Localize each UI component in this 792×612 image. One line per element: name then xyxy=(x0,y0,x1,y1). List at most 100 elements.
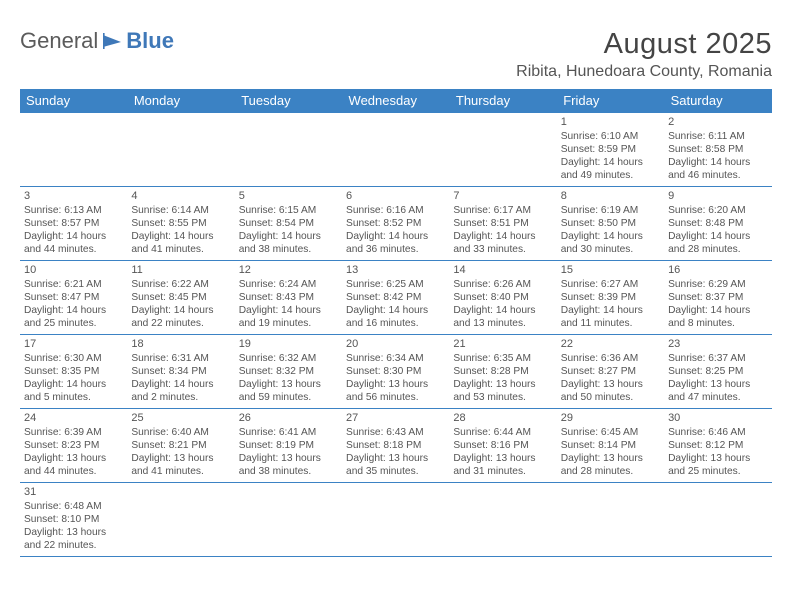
sunset-line: Sunset: 8:25 PM xyxy=(668,365,767,378)
sunrise-line: Sunrise: 6:21 AM xyxy=(24,278,123,291)
day-header: Tuesday xyxy=(235,89,342,113)
daylight-line: Daylight: 14 hours and 5 minutes. xyxy=(24,378,123,404)
day-header-row: SundayMondayTuesdayWednesdayThursdayFrid… xyxy=(20,89,772,113)
daylight-line: Daylight: 14 hours and 33 minutes. xyxy=(453,230,552,256)
day-header: Friday xyxy=(557,89,664,113)
sunset-line: Sunset: 8:14 PM xyxy=(561,439,660,452)
calendar-week-row: 17Sunrise: 6:30 AMSunset: 8:35 PMDayligh… xyxy=(20,335,772,409)
sunrise-line: Sunrise: 6:16 AM xyxy=(346,204,445,217)
sunrise-line: Sunrise: 6:36 AM xyxy=(561,352,660,365)
calendar-cell: 24Sunrise: 6:39 AMSunset: 8:23 PMDayligh… xyxy=(20,409,127,483)
sunset-line: Sunset: 8:18 PM xyxy=(346,439,445,452)
sunset-line: Sunset: 8:43 PM xyxy=(239,291,338,304)
sunrise-line: Sunrise: 6:22 AM xyxy=(131,278,230,291)
day-number: 22 xyxy=(561,337,660,351)
sunset-line: Sunset: 8:32 PM xyxy=(239,365,338,378)
daylight-line: Daylight: 14 hours and 2 minutes. xyxy=(131,378,230,404)
page-header: General Blue August 2025 Ribita, Hunedoa… xyxy=(20,28,772,81)
sunset-line: Sunset: 8:28 PM xyxy=(453,365,552,378)
sunrise-line: Sunrise: 6:13 AM xyxy=(24,204,123,217)
sunset-line: Sunset: 8:12 PM xyxy=(668,439,767,452)
sunrise-line: Sunrise: 6:48 AM xyxy=(24,500,123,513)
sunset-line: Sunset: 8:59 PM xyxy=(561,143,660,156)
day-number: 27 xyxy=(346,411,445,425)
day-number: 14 xyxy=(453,263,552,277)
day-number: 23 xyxy=(668,337,767,351)
sunrise-line: Sunrise: 6:10 AM xyxy=(561,130,660,143)
day-number: 30 xyxy=(668,411,767,425)
sunrise-line: Sunrise: 6:17 AM xyxy=(453,204,552,217)
day-number: 19 xyxy=(239,337,338,351)
sunset-line: Sunset: 8:39 PM xyxy=(561,291,660,304)
day-number: 1 xyxy=(561,115,660,129)
day-number: 25 xyxy=(131,411,230,425)
day-header: Saturday xyxy=(664,89,771,113)
day-number: 20 xyxy=(346,337,445,351)
sunrise-line: Sunrise: 6:31 AM xyxy=(131,352,230,365)
sunrise-line: Sunrise: 6:19 AM xyxy=(561,204,660,217)
sunrise-line: Sunrise: 6:46 AM xyxy=(668,426,767,439)
sunset-line: Sunset: 8:27 PM xyxy=(561,365,660,378)
sunset-line: Sunset: 8:42 PM xyxy=(346,291,445,304)
day-header: Thursday xyxy=(449,89,556,113)
location-text: Ribita, Hunedoara County, Romania xyxy=(516,63,772,81)
daylight-line: Daylight: 13 hours and 44 minutes. xyxy=(24,452,123,478)
daylight-line: Daylight: 14 hours and 25 minutes. xyxy=(24,304,123,330)
calendar-cell: 5Sunrise: 6:15 AMSunset: 8:54 PMDaylight… xyxy=(235,187,342,261)
sunrise-line: Sunrise: 6:25 AM xyxy=(346,278,445,291)
daylight-line: Daylight: 13 hours and 31 minutes. xyxy=(453,452,552,478)
calendar-cell: 20Sunrise: 6:34 AMSunset: 8:30 PMDayligh… xyxy=(342,335,449,409)
logo: General Blue xyxy=(20,28,174,54)
day-number: 15 xyxy=(561,263,660,277)
calendar-cell xyxy=(235,483,342,557)
day-number: 5 xyxy=(239,189,338,203)
sunset-line: Sunset: 8:50 PM xyxy=(561,217,660,230)
calendar-week-row: 31Sunrise: 6:48 AMSunset: 8:10 PMDayligh… xyxy=(20,483,772,557)
sunset-line: Sunset: 8:52 PM xyxy=(346,217,445,230)
sunrise-line: Sunrise: 6:35 AM xyxy=(453,352,552,365)
sunset-line: Sunset: 8:58 PM xyxy=(668,143,767,156)
daylight-line: Daylight: 13 hours and 47 minutes. xyxy=(668,378,767,404)
calendar-cell: 4Sunrise: 6:14 AMSunset: 8:55 PMDaylight… xyxy=(127,187,234,261)
logo-text-second: Blue xyxy=(126,28,174,54)
calendar-cell xyxy=(664,483,771,557)
calendar-cell xyxy=(127,483,234,557)
day-number: 17 xyxy=(24,337,123,351)
calendar-cell: 1Sunrise: 6:10 AMSunset: 8:59 PMDaylight… xyxy=(557,113,664,187)
sunrise-line: Sunrise: 6:34 AM xyxy=(346,352,445,365)
month-title: August 2025 xyxy=(516,28,772,61)
calendar-body: 1Sunrise: 6:10 AMSunset: 8:59 PM Daylight… xyxy=(20,113,772,557)
calendar-week-row: 24Sunrise: 6:39 AMSunset: 8:23 PMDayligh… xyxy=(20,409,772,483)
calendar-week-row: 10Sunrise: 6:21 AMSunset: 8:47 PMDayligh… xyxy=(20,261,772,335)
sunset-line: Sunset: 8:37 PM xyxy=(668,291,767,304)
sunset-line: Sunset: 8:34 PM xyxy=(131,365,230,378)
calendar-cell: 14Sunrise: 6:26 AMSunset: 8:40 PMDayligh… xyxy=(449,261,556,335)
sunset-line: Sunset: 8:47 PM xyxy=(24,291,123,304)
daylight-line: Daylight: 13 hours and 59 minutes. xyxy=(239,378,338,404)
day-number: 12 xyxy=(239,263,338,277)
calendar-cell: 18Sunrise: 6:31 AMSunset: 8:34 PMDayligh… xyxy=(127,335,234,409)
sunrise-line: Sunrise: 6:41 AM xyxy=(239,426,338,439)
calendar-cell: 23Sunrise: 6:37 AMSunset: 8:25 PMDayligh… xyxy=(664,335,771,409)
sunset-line: Sunset: 8:10 PM xyxy=(24,513,123,526)
calendar-table: SundayMondayTuesdayWednesdayThursdayFrid… xyxy=(20,89,772,557)
calendar-cell: 15Sunrise: 6:27 AMSunset: 8:39 PMDayligh… xyxy=(557,261,664,335)
title-block: August 2025 Ribita, Hunedoara County, Ro… xyxy=(516,28,772,81)
day-number: 16 xyxy=(668,263,767,277)
sunrise-line: Sunrise: 6:27 AM xyxy=(561,278,660,291)
sunset-line: Sunset: 8:51 PM xyxy=(453,217,552,230)
sunset-line: Sunset: 8:45 PM xyxy=(131,291,230,304)
logo-text-first: General xyxy=(20,28,98,54)
day-number: 4 xyxy=(131,189,230,203)
daylight-line: Daylight: 13 hours and 25 minutes. xyxy=(668,452,767,478)
daylight-line: Daylight: 14 hours and 28 minutes. xyxy=(668,230,767,256)
sunset-line: Sunset: 8:30 PM xyxy=(346,365,445,378)
sunset-line: Sunset: 8:23 PM xyxy=(24,439,123,452)
calendar-cell: 27Sunrise: 6:43 AMSunset: 8:18 PMDayligh… xyxy=(342,409,449,483)
daylight-line: Daylight: 14 hours and 44 minutes. xyxy=(24,230,123,256)
daylight-line: Daylight: 13 hours and 56 minutes. xyxy=(346,378,445,404)
calendar-cell xyxy=(20,113,127,187)
daylight-line: Daylight: 14 hours and 13 minutes. xyxy=(453,304,552,330)
calendar-cell: 12Sunrise: 6:24 AMSunset: 8:43 PMDayligh… xyxy=(235,261,342,335)
sunset-line: Sunset: 8:16 PM xyxy=(453,439,552,452)
